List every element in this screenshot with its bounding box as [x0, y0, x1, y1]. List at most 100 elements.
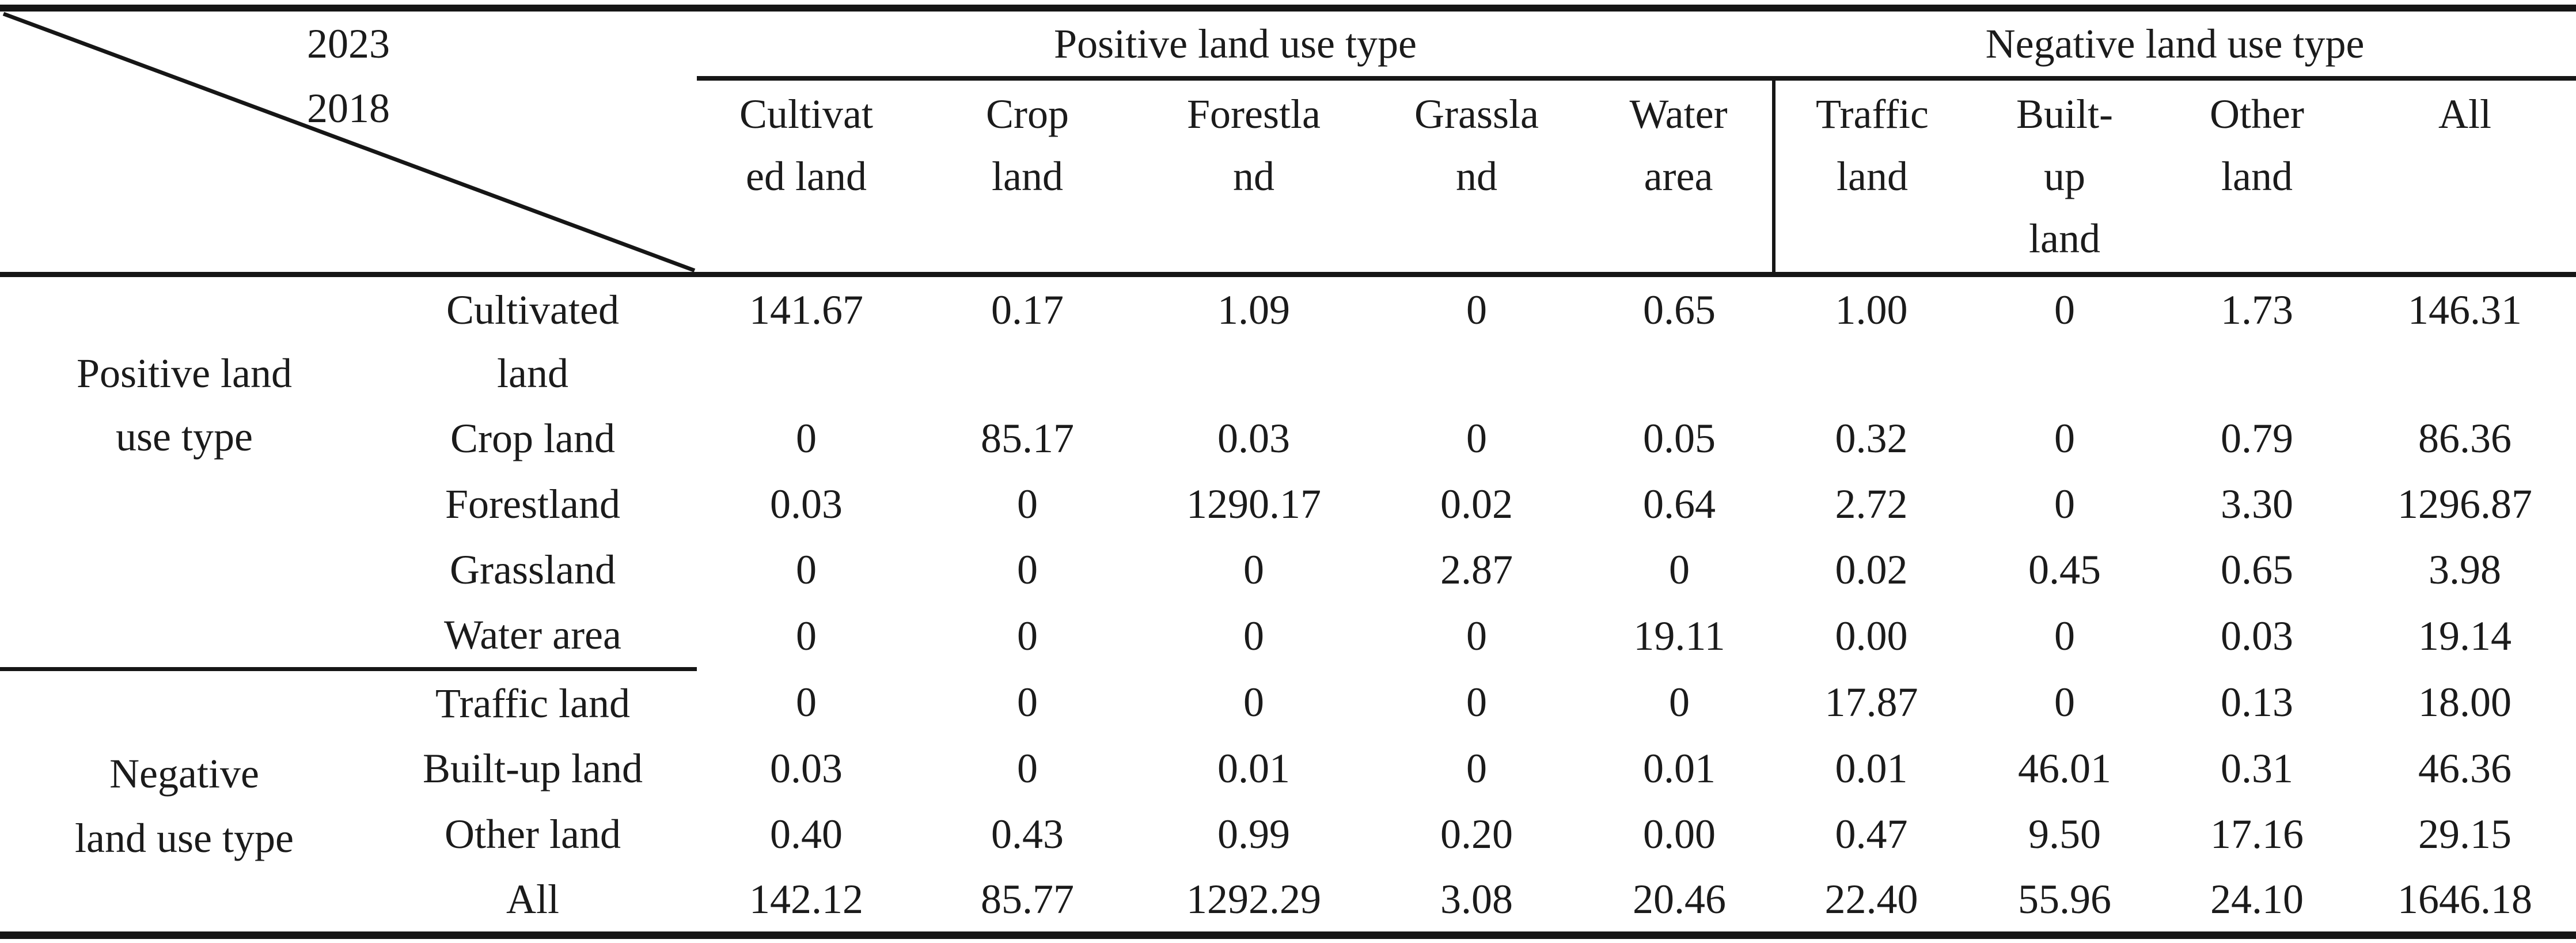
data-cell: 0.02	[1440, 481, 1513, 527]
text-line: Crop land	[450, 415, 615, 461]
text-line: Grassland	[450, 547, 616, 593]
data-cell: 19.14	[2418, 612, 2512, 659]
text-line: Water	[1629, 91, 1728, 137]
data-cell: 1.73	[2221, 286, 2294, 333]
text-line: nd	[1233, 153, 1274, 199]
table-row-crop-land: Crop land 0 85.17 0.03 0 0.05 0.32 0 0.7…	[0, 406, 2576, 471]
text-line: Cultivated	[446, 286, 619, 333]
data-cell: 0	[1466, 415, 1487, 461]
data-cell: 0	[1466, 612, 1487, 659]
data-cell: 0.00	[1835, 612, 1908, 659]
text-line: up	[2044, 153, 2086, 199]
data-cell: 0	[1669, 679, 1690, 726]
data-cell: 141.67	[749, 286, 863, 333]
data-cell: 142.12	[749, 876, 863, 922]
row-label-built-up-land: Built-up land	[369, 736, 697, 801]
data-cell: 3.08	[1440, 876, 1513, 922]
data-cell: 22.40	[1824, 876, 1918, 922]
data-cell: 0	[1669, 547, 1690, 593]
data-cell: 0	[1017, 612, 1038, 659]
data-cell: 0.00	[1643, 811, 1716, 857]
text-line: Forestla	[1187, 91, 1321, 137]
corner-year-labels: 2023 2018	[0, 12, 697, 141]
table-row-cultivated-land: Positive land use type Cultivated land 141…	[0, 274, 2576, 671]
text-line: use type	[116, 413, 253, 460]
table-row-traffic-land: Negative land use type Traffic land 0 0 0…	[0, 669, 2576, 861]
row-label-traffic-land: Traffic land	[369, 669, 697, 736]
col-header-all: All	[2354, 78, 2576, 277]
data-cell: 146.31	[2408, 286, 2522, 333]
data-cell: 0	[1466, 745, 1487, 791]
text-line: land	[2221, 153, 2293, 199]
data-cell: 0	[1017, 547, 1038, 593]
data-cell: 0.65	[1643, 286, 1716, 333]
data-cell: 0.32	[1835, 415, 1908, 461]
group-header-positive: Positive land use type	[697, 8, 1774, 81]
text-line: land	[497, 350, 568, 396]
col-header-crop-land: Crop land	[916, 78, 1139, 277]
data-cell: 3.98	[2429, 547, 2502, 593]
data-cell: 2.87	[1440, 547, 1513, 593]
land-use-transition-table: 2023 2018 Positive land use type Negativ…	[0, 5, 2576, 939]
data-cell: 46.36	[2418, 745, 2512, 791]
data-cell: 0	[2054, 679, 2076, 726]
data-cell: 17.16	[2210, 811, 2304, 857]
data-cell: 0	[2054, 286, 2076, 333]
row-label-forestland: Forestland	[369, 471, 697, 537]
table-row-other-land: Other land 0.40 0.43 0.99 0.20 0.00 0.47…	[0, 801, 2576, 867]
data-cell: 0.05	[1643, 415, 1716, 461]
col-header-traffic-land: Traffic land	[1772, 78, 1970, 277]
text-line: All	[506, 876, 559, 922]
data-cell: 0	[796, 612, 817, 659]
data-cell: 0	[796, 547, 817, 593]
data-cell: 85.17	[981, 415, 1074, 461]
data-cell: 3.30	[2221, 481, 2294, 527]
data-cell: 0	[1017, 679, 1038, 726]
data-cell: 1.09	[1217, 286, 1290, 333]
data-cell: 0.03	[1217, 415, 1290, 461]
text-line: Other	[2210, 91, 2304, 137]
group-label-negative: Negative land use type	[0, 669, 369, 936]
text-line: Traffic	[1816, 91, 1929, 137]
data-cell: 29.15	[2418, 811, 2512, 857]
text-line: ed land	[746, 153, 867, 199]
data-cell: 0.31	[2221, 745, 2294, 791]
group-label-positive: Positive land use type	[0, 274, 369, 671]
data-cell: 0.99	[1217, 811, 1290, 857]
data-cell: 1292.29	[1186, 876, 1321, 922]
data-cell: 0.01	[1835, 745, 1908, 791]
data-cell: 0.40	[770, 811, 843, 857]
data-cell: 1296.87	[2397, 481, 2533, 527]
data-cell: 0.02	[1835, 547, 1908, 593]
group-header-row: 2023 2018 Positive land use type Negativ…	[0, 8, 2576, 277]
data-cell: 0.79	[2221, 415, 2294, 461]
text-line: Traffic land	[435, 680, 630, 726]
row-label-other-land: Other land	[369, 801, 697, 867]
text-line: All	[2438, 91, 2492, 137]
data-cell: 20.46	[1633, 876, 1726, 922]
col-header-cultivated-land: Cultivat ed land	[697, 78, 916, 277]
text-line: Positive land	[77, 350, 292, 396]
data-cell: 18.00	[2418, 679, 2512, 726]
data-cell: 0	[1466, 286, 1487, 333]
text-line: Built-up land	[423, 745, 643, 791]
text-line: land	[992, 153, 1063, 199]
corner-column-year: 2023	[307, 21, 390, 67]
col-header-built-up-land: Built-up land	[1969, 78, 2161, 277]
data-cell: 0.03	[770, 481, 843, 527]
text-line: nd	[1456, 153, 1497, 199]
data-cell: 19.11	[1633, 612, 1725, 659]
data-cell: 0	[2054, 481, 2076, 527]
data-cell: 55.96	[2018, 876, 2112, 922]
diagonal-split-line	[2, 12, 696, 269]
column-header-row: Cultivat ed land Crop land Forestla nd Gras…	[0, 78, 2576, 277]
data-cell: 0	[1243, 612, 1264, 659]
data-cell: 86.36	[2418, 415, 2512, 461]
data-cell: 0.20	[1440, 811, 1513, 857]
data-cell: 0.45	[2028, 547, 2101, 593]
table-row-water-area: Water area 0 0 0 0 19.11 0.00 0 0.03 19.…	[0, 603, 2576, 671]
text-line: Grassla	[1414, 91, 1539, 137]
data-cell: 0.01	[1643, 745, 1716, 791]
text-line: Forestland	[445, 481, 620, 527]
text-line: Built-	[2016, 91, 2114, 137]
